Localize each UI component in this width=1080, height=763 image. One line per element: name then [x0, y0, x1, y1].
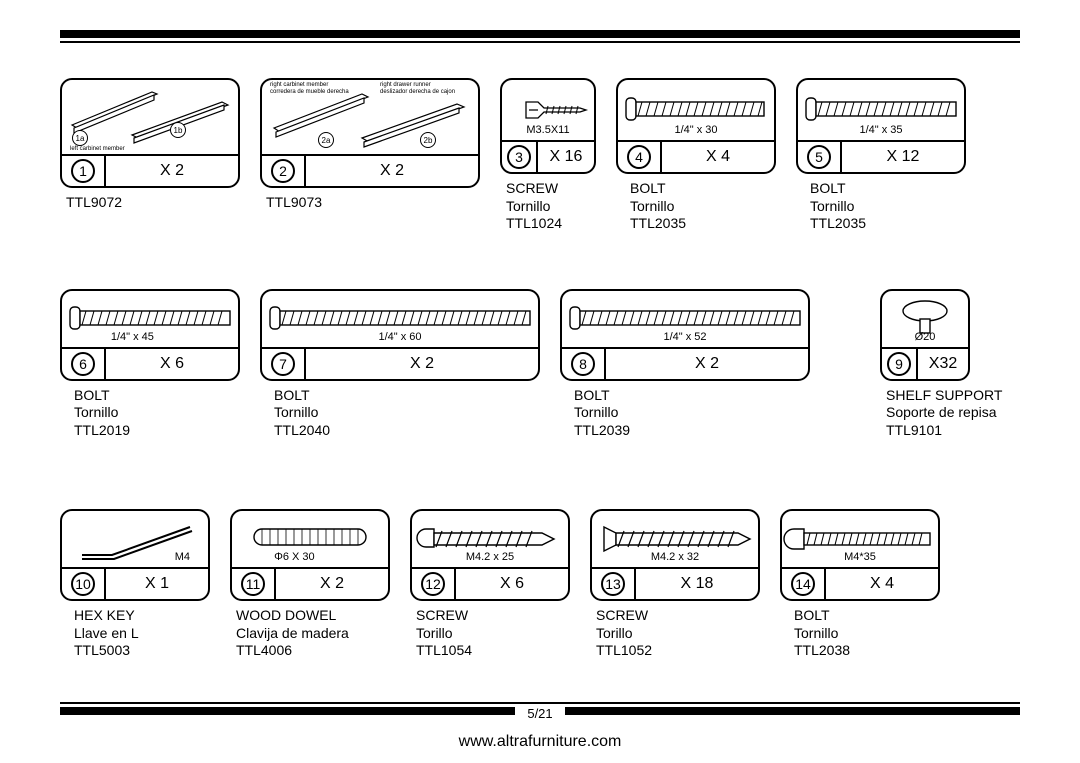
part-5: 1/4" x 35 5 X 12 BOLT Tornillo TTL2035 — [796, 78, 966, 233]
bolt-icon: 1/4" x 60 — [262, 291, 538, 349]
runner-left-icon: 1a 1b left carbinet member — [62, 80, 238, 156]
row-1: 1a 1b left carbinet member 1 X 2 TTL9072 — [60, 78, 1020, 233]
part-4: 1/4" x 30 4 X 4 BOLT Tornillo TTL2035 — [616, 78, 776, 233]
part-13: M4.2 x 32 13 X 18 SCREW Torillo TTL1052 — [590, 509, 760, 660]
part-7: 1/4" x 60 7 X 2 BOLT Tornillo TTL2040 — [260, 289, 540, 440]
bolt-icon: 1/4" x 35 — [798, 80, 964, 142]
sub-2b: 2b — [420, 132, 436, 148]
sub-1b: 1b — [170, 122, 186, 138]
part-2: 2a 2b right carbinet member corredera de… — [260, 78, 480, 212]
sub-2a: 2a — [318, 132, 334, 148]
part-10: M4 10 X 1 HEX KEY Llave en L TTL5003 — [60, 509, 210, 660]
bolt-icon: 1/4" x 30 — [618, 80, 774, 142]
screw-pan-icon: M4.2 x 25 — [412, 511, 568, 569]
part-14: M4*35 14 X 4 BOLT Tornillo TTL2038 — [780, 509, 940, 660]
top-rule — [60, 30, 1020, 38]
page-number: 5/21 — [515, 706, 565, 721]
row-2: 1/4" x 45 6 X 6 BOLT Tornillo TTL2019 — [60, 289, 1020, 440]
part-1: 1a 1b left carbinet member 1 X 2 TTL9072 — [60, 78, 240, 212]
screw-flat-icon: M4.2 x 32 — [592, 511, 758, 569]
footer-url: www.altrafurniture.com — [0, 733, 1080, 751]
part-8: 1/4" x 52 8 X 2 BOLT Tornillo TTL2039 — [560, 289, 810, 440]
parts-page: 1a 1b left carbinet member 1 X 2 TTL9072 — [60, 60, 1020, 693]
bolt-icon: 1/4" x 45 — [62, 291, 238, 349]
screw-small-icon: M3.5X11 — [502, 80, 594, 142]
runner-right-icon: 2a 2b right carbinet member corredera de… — [262, 80, 478, 156]
bolt-icon: 1/4" x 52 — [562, 291, 808, 349]
part-3: M3.5X11 3 X 16 SCREW Tornillo TTL1024 — [500, 78, 596, 233]
hex-key-icon: M4 — [62, 511, 208, 569]
dowel-icon: Φ6 X 30 — [232, 511, 388, 569]
bolt-round-icon: M4*35 — [782, 511, 938, 569]
sub-1a: 1a — [72, 130, 88, 146]
part-num: 1 — [71, 159, 95, 183]
part-code: TTL9072 — [66, 194, 240, 212]
row-3: M4 10 X 1 HEX KEY Llave en L TTL5003 — [60, 509, 1020, 660]
part-6: 1/4" x 45 6 X 6 BOLT Tornillo TTL2019 — [60, 289, 240, 440]
part-qty: X 2 — [106, 156, 238, 186]
shelf-pin-icon: Ø20 — [882, 291, 968, 349]
part-9: Ø20 9 X32 SHELF SUPPORT Soporte de repis… — [880, 289, 1002, 440]
part-12: M4.2 x 25 12 X 6 SCREW Torillo TTL1054 — [410, 509, 570, 660]
part-11: Φ6 X 30 11 X 2 WOOD DOWEL Clavija de mad… — [230, 509, 390, 660]
